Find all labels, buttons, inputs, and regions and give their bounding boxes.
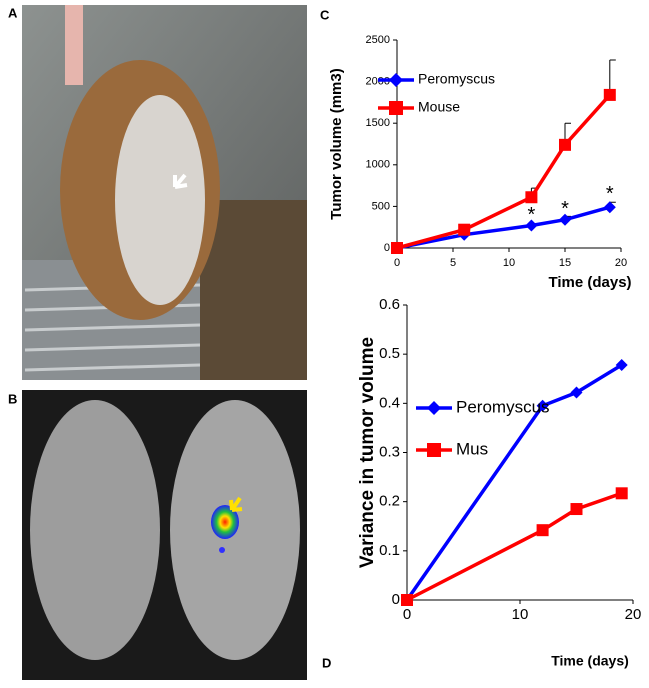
point [559,138,571,151]
x-tick-label: 10 [512,606,529,623]
point [401,594,413,606]
x-tick-label: 15 [559,257,571,269]
legend-marker [427,443,441,457]
panel-label: B [8,391,17,406]
x-tick-label: 0 [394,257,400,269]
series-line [405,363,623,602]
legend-marker [389,101,403,115]
y-tick-label: 2500 [366,34,390,46]
y-tick-label: 1500 [366,117,390,129]
point [536,399,549,412]
x-tick-label: 0 [403,606,411,623]
point [603,201,616,214]
x-tick-label: 20 [615,257,627,269]
y-axis-label: Tumor volume (mm3) [328,68,345,219]
point [536,524,549,537]
legend-marker [427,401,441,415]
y-axis-label: Variance in tumor volume [357,337,378,568]
y-tick-label: 500 [372,200,390,212]
y-tick-label: 0.4 [379,394,400,411]
photo-a [22,5,307,380]
y-tick-label: 0 [392,591,400,608]
y-tick-label: 0.3 [379,443,400,460]
y-tick-label: 0.1 [379,542,400,559]
point [603,88,616,101]
x-tick-label: 5 [450,257,456,269]
series-line [406,491,623,602]
legend-label: Mouse [418,99,460,115]
point [525,191,538,204]
annotation: * [606,183,614,205]
y-tick-label: 0.5 [379,345,400,362]
point [458,223,471,236]
point [525,219,538,232]
y-tick-label: 1000 [366,159,390,171]
legend-label: Mus [456,439,488,458]
legend-label: Peromyscus [418,71,495,87]
point [559,213,571,226]
y-tick-label: 0 [384,242,390,254]
x-axis-label: Time (days) [548,274,631,291]
point [391,242,403,254]
x-tick-label: 20 [625,606,642,623]
point [615,358,628,371]
panel-label: D [322,655,331,670]
point [570,386,583,399]
y-tick-label: 0.6 [379,296,400,313]
photo-b [22,390,307,680]
series-line [396,93,612,250]
panel-label: A [8,5,18,20]
x-axis-label: Time (days) [551,653,629,669]
legend-label: Peromyscus [456,397,550,416]
panel-label: C [320,7,330,22]
x-tick-label: 10 [503,257,515,269]
legend-marker [389,73,403,87]
point [615,487,628,500]
point [570,503,583,516]
series-line [396,205,611,250]
y-tick-label: 0.2 [379,493,400,510]
annotation: * [528,204,536,226]
annotation: * [561,198,569,220]
